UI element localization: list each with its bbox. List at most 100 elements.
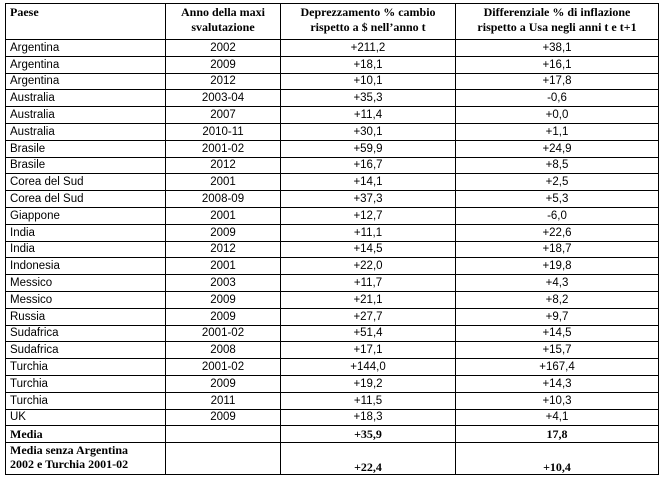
cell-year: 2001-02 bbox=[165, 139, 281, 158]
cell-country: Argentina bbox=[5, 39, 166, 57]
cell-country: Turchia bbox=[5, 391, 166, 410]
table-row: Russia 2009 +27,7 +9,7 bbox=[5, 307, 659, 326]
cell-inflation: +4,3 bbox=[455, 274, 659, 292]
cell-depreciation: +18,3 bbox=[280, 408, 456, 427]
average-label: Media bbox=[5, 425, 166, 444]
cell-depreciation: +27,7 bbox=[280, 307, 456, 326]
average-depreciation: +35,9 bbox=[280, 425, 456, 444]
cell-depreciation: +11,4 bbox=[280, 106, 456, 124]
average-excluding-label: Media senza Argentina 2002 e Turchia 200… bbox=[5, 442, 166, 476]
table-row: Sudafrica 2008 +17,1 +15,7 bbox=[5, 341, 659, 360]
cell-country: Turchia bbox=[5, 358, 166, 376]
cell-year: 2012 bbox=[165, 240, 281, 259]
cell-year: 2001-02 bbox=[165, 358, 281, 376]
cell-depreciation: +21,1 bbox=[280, 290, 456, 309]
average-excluding-row: Media senza Argentina 2002 e Turchia 200… bbox=[5, 442, 659, 476]
cell-year: 2001-02 bbox=[165, 324, 281, 343]
average-row: Media +35,9 17,8 bbox=[5, 425, 659, 444]
cell-year: 2008-09 bbox=[165, 190, 281, 208]
cell-depreciation: +144,0 bbox=[280, 358, 456, 376]
cell-country: Australia bbox=[5, 106, 166, 124]
cell-country: Giappone bbox=[5, 206, 166, 225]
cell-inflation: +22,6 bbox=[455, 223, 659, 242]
header-depreciation: Deprezzamento % cambio rispetto a $ nell… bbox=[280, 3, 456, 40]
cell-depreciation: +10,1 bbox=[280, 72, 456, 91]
average-excluding-label-line1: Media senza Argentina bbox=[10, 443, 128, 458]
cell-country: Indonesia bbox=[5, 257, 166, 276]
cell-country: UK bbox=[5, 408, 166, 427]
cell-country: Corea del Sud bbox=[5, 173, 166, 192]
header-inflation-line1: Differenziale % di inflazione bbox=[483, 5, 631, 19]
cell-depreciation: +35,3 bbox=[280, 89, 456, 108]
cell-year: 2009 bbox=[165, 223, 281, 242]
cell-country: Sudafrica bbox=[5, 341, 166, 360]
cell-inflation: -6,0 bbox=[455, 206, 659, 225]
cell-country: Australia bbox=[5, 122, 166, 141]
average-excluding-inflation: +10,4 bbox=[455, 442, 659, 476]
average-excluding-depreciation: +22,4 bbox=[280, 442, 456, 476]
cell-country: Messico bbox=[5, 274, 166, 292]
cell-country: Australia bbox=[5, 89, 166, 108]
cell-year: 2007 bbox=[165, 106, 281, 124]
table-row: Corea del Sud 2001 +14,1 +2,5 bbox=[5, 173, 659, 192]
header-year: Anno della maxi svalutazione bbox=[165, 3, 281, 40]
cell-year: 2008 bbox=[165, 341, 281, 360]
cell-country: India bbox=[5, 223, 166, 242]
cell-depreciation: +18,1 bbox=[280, 55, 456, 74]
cell-inflation: +24,9 bbox=[455, 139, 659, 158]
cell-inflation: +0,0 bbox=[455, 106, 659, 124]
cell-year: 2012 bbox=[165, 72, 281, 91]
cell-year: 2003-04 bbox=[165, 89, 281, 108]
table-row: Turchia 2011 +11,5 +10,3 bbox=[5, 391, 659, 410]
cell-inflation: +9,7 bbox=[455, 307, 659, 326]
cell-country: Messico bbox=[5, 290, 166, 309]
header-year-line2: svalutazione bbox=[191, 20, 255, 34]
cell-country: Russia bbox=[5, 307, 166, 326]
table-row: India 2009 +11,1 +22,6 bbox=[5, 223, 659, 242]
table-row: Argentina 2012 +10,1 +17,8 bbox=[5, 72, 659, 91]
header-country: Paese bbox=[5, 3, 166, 40]
cell-inflation: +5,3 bbox=[455, 190, 659, 208]
cell-depreciation: +17,1 bbox=[280, 341, 456, 360]
cell-inflation: +15,7 bbox=[455, 341, 659, 360]
cell-depreciation: +11,7 bbox=[280, 274, 456, 292]
cell-depreciation: +30,1 bbox=[280, 122, 456, 141]
cell-inflation: +17,8 bbox=[455, 72, 659, 91]
average-inflation: 17,8 bbox=[455, 425, 659, 444]
cell-depreciation: +12,7 bbox=[280, 206, 456, 225]
table-row: Corea del Sud 2008-09 +37,3 +5,3 bbox=[5, 190, 659, 208]
devaluation-table: Paese Anno della maxi svalutazione Depre… bbox=[5, 3, 659, 476]
cell-inflation: +14,3 bbox=[455, 374, 659, 393]
cell-year: 2012 bbox=[165, 156, 281, 175]
header-inflation-line2: rispetto a Usa negli anni t e t+1 bbox=[477, 20, 637, 34]
cell-year: 2001 bbox=[165, 206, 281, 225]
cell-year: 2002 bbox=[165, 39, 281, 57]
header-inflation: Differenziale % di inflazione rispetto a… bbox=[455, 3, 659, 40]
cell-inflation: +8,2 bbox=[455, 290, 659, 309]
cell-year: 2009 bbox=[165, 307, 281, 326]
cell-inflation: +10,3 bbox=[455, 391, 659, 410]
cell-inflation: +14,5 bbox=[455, 324, 659, 343]
cell-year: 2009 bbox=[165, 374, 281, 393]
cell-country: Sudafrica bbox=[5, 324, 166, 343]
cell-inflation: +8,5 bbox=[455, 156, 659, 175]
table-row: Turchia 2001-02 +144,0 +167,4 bbox=[5, 358, 659, 376]
table-row: Australia 2003-04 +35,3 -0,6 bbox=[5, 89, 659, 108]
cell-country: Corea del Sud bbox=[5, 190, 166, 208]
cell-year: 2009 bbox=[165, 408, 281, 427]
cell-inflation: -0,6 bbox=[455, 89, 659, 108]
table-row: Sudafrica 2001-02 +51,4 +14,5 bbox=[5, 324, 659, 343]
cell-inflation: +4,1 bbox=[455, 408, 659, 427]
cell-inflation: +167,4 bbox=[455, 358, 659, 376]
table-row: Giappone 2001 +12,7 -6,0 bbox=[5, 206, 659, 225]
table-row: UK 2009 +18,3 +4,1 bbox=[5, 408, 659, 427]
header-depreciation-line2: rispetto a $ nell’anno t bbox=[310, 20, 426, 34]
cell-inflation: +18,7 bbox=[455, 240, 659, 259]
average-year-empty bbox=[165, 425, 281, 444]
cell-depreciation: +14,1 bbox=[280, 173, 456, 192]
cell-year: 2003 bbox=[165, 274, 281, 292]
cell-inflation: +16,1 bbox=[455, 55, 659, 74]
table-row: Argentina 2002 +211,2 +38,1 bbox=[5, 39, 659, 57]
table-row: Argentina 2009 +18,1 +16,1 bbox=[5, 55, 659, 74]
cell-year: 2009 bbox=[165, 55, 281, 74]
